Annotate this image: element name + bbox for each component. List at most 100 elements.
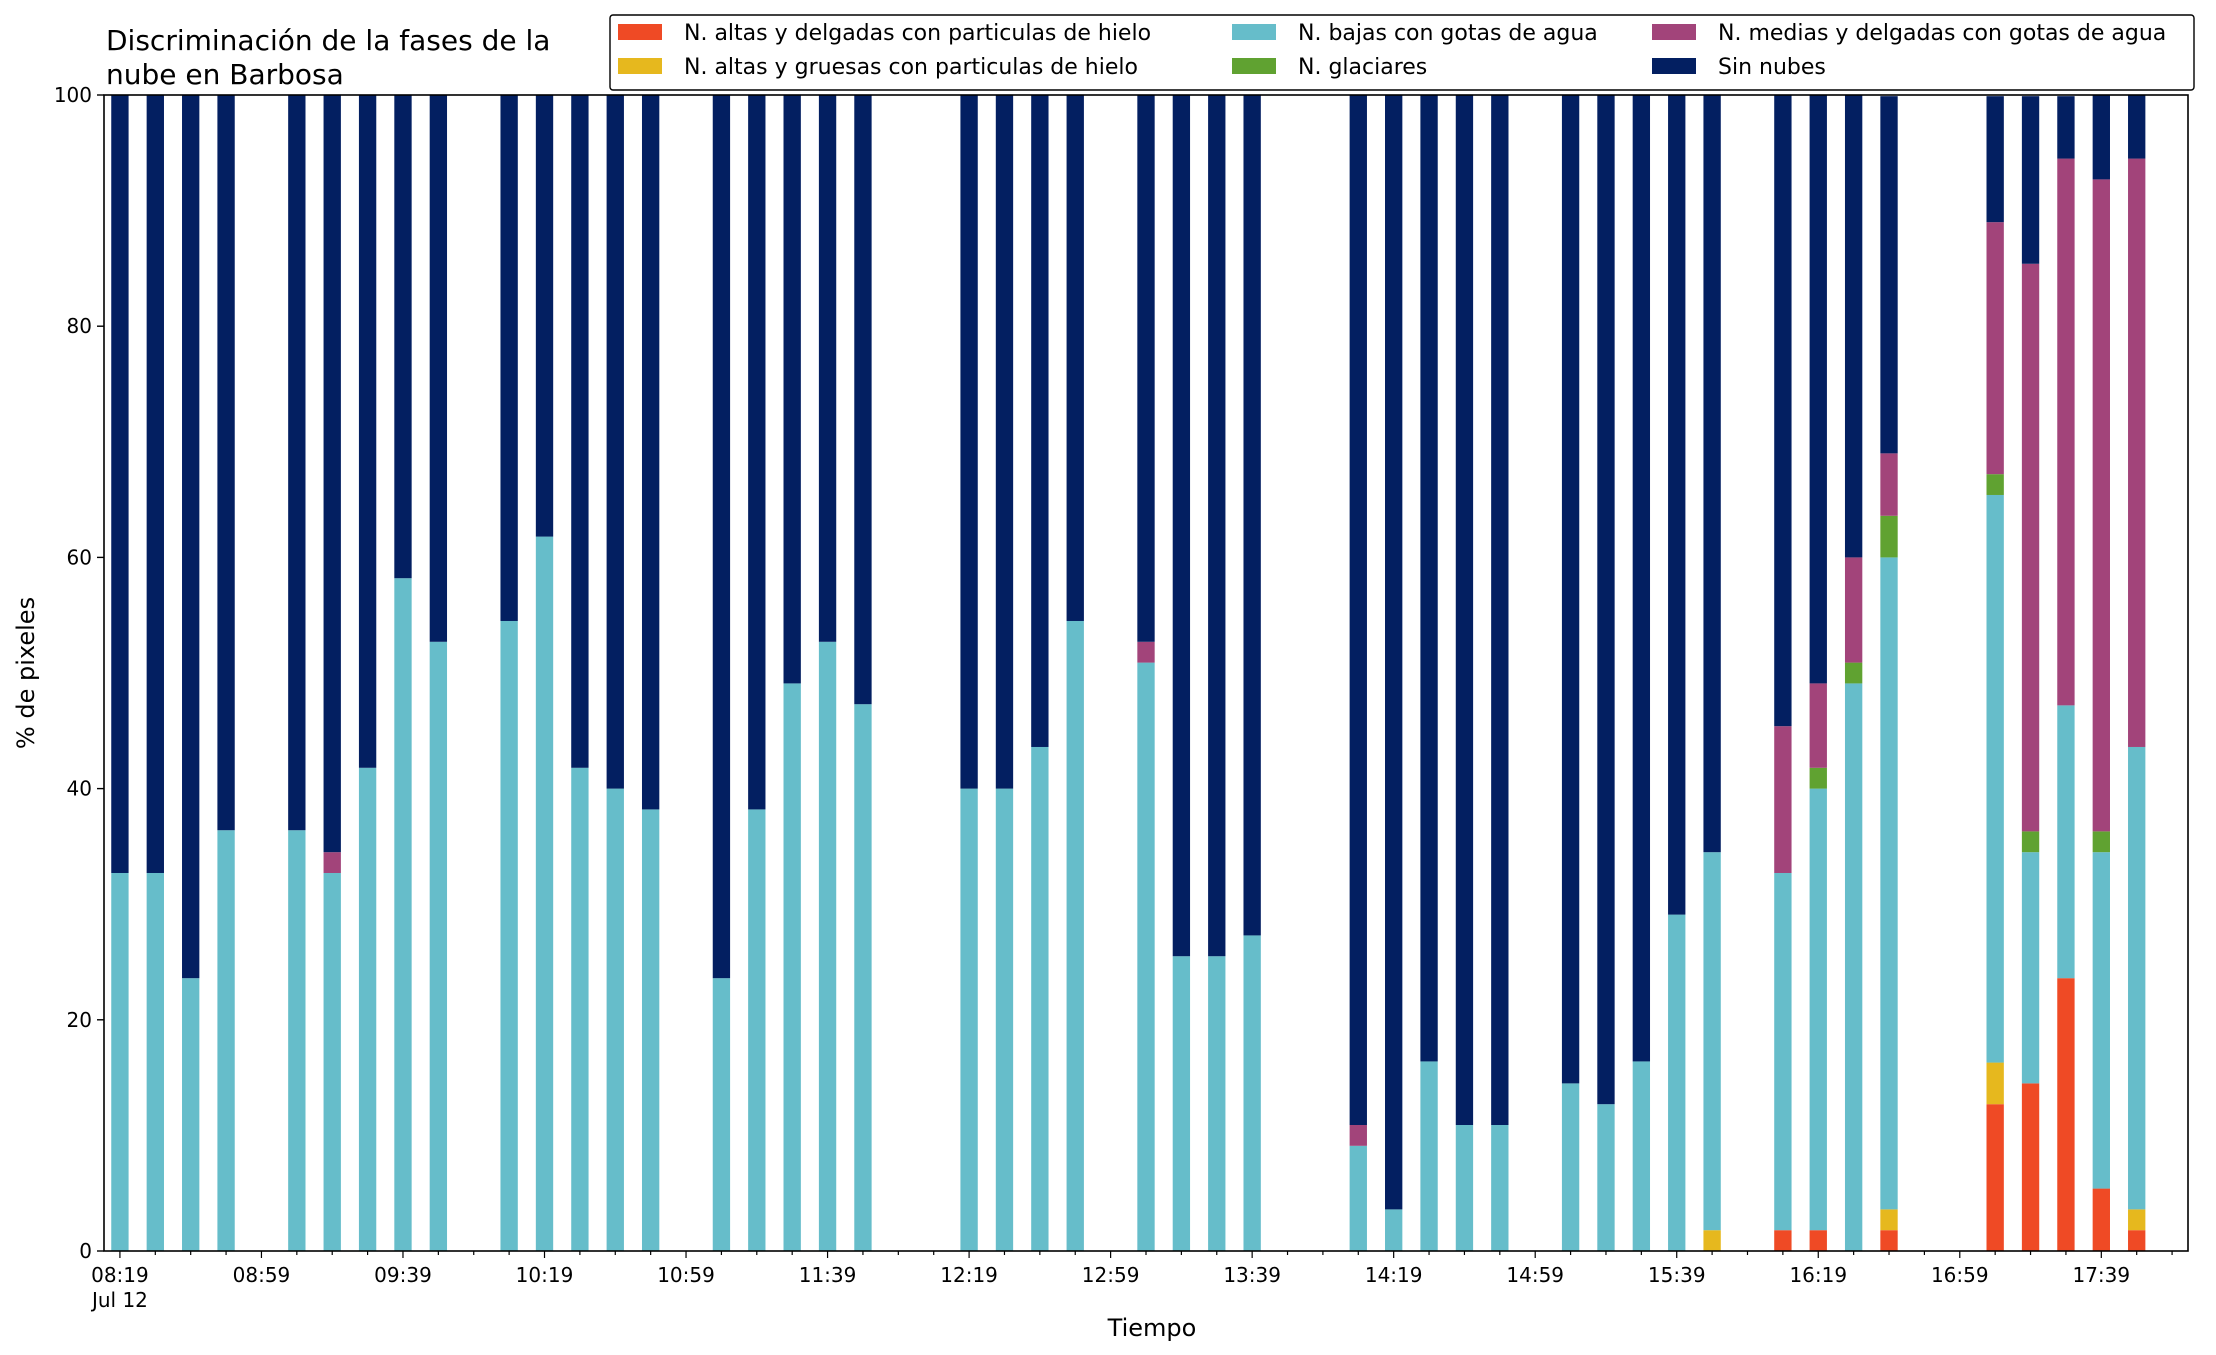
x-tick-label: 14:19 [1365,1263,1423,1287]
bar-segment [2057,96,2075,159]
bar-segment [500,620,518,1251]
bar-segment [358,767,377,1251]
y-tick-label: 80 [67,314,92,338]
bar-segment [1809,95,1827,684]
bar-segment [1597,95,1615,1105]
legend: N. altas y delgadas con particulas de hi… [609,14,2195,91]
bar-segment [1420,95,1438,1062]
bar-segment [783,95,801,684]
bar-segment [1243,935,1261,1251]
x-tick-label: 16:59 [1931,1263,1989,1287]
bar-segment [394,95,412,579]
bar-segment [1809,767,1827,789]
bar-segment [2057,158,2075,706]
bar-segment [2092,852,2110,1189]
bar-segment [1172,956,1191,1251]
x-tick-label: 12:19 [940,1263,998,1287]
x-tick-label: 10:59 [657,1263,715,1287]
bar-segment [1349,95,1367,1125]
bar-segment [111,95,129,873]
bar-segment [323,872,341,1251]
bar-segment [1986,494,2004,1063]
bar-segment [1809,788,1827,1231]
legend-label: N. glaciares [1298,55,1427,80]
x-tick-label: 11:39 [799,1263,857,1287]
bar-segment [1031,746,1049,1251]
y-tick-label: 0 [79,1239,92,1263]
bar-segment [1031,95,1049,747]
bar-segment [606,95,624,789]
bar-segment [1774,95,1792,727]
bar-segment [748,809,766,1251]
bar-segment [1137,95,1155,642]
bar-segment [1880,453,1898,516]
bar-segment [2128,1230,2146,1251]
bar-segment [323,852,341,873]
bar-segment [535,536,554,1251]
bar-segment [1066,95,1084,621]
bar-segment [1349,1145,1367,1251]
bar-segment [2057,978,2075,1251]
bar-segment [288,95,306,831]
bar-segment [818,95,837,642]
x-tick-label: 14:59 [1506,1263,1564,1287]
bar-segment [2128,95,2146,159]
bar-segment [2021,852,2040,1084]
bar-segment [1632,95,1651,1062]
legend-swatch [1232,24,1276,40]
bar-segment [2092,179,2110,832]
y-tick-label: 20 [67,1008,92,1032]
bar-segment [1986,96,2004,223]
y-axis-label: % de pixeles [12,597,40,749]
bar-segment [1986,222,2004,475]
bar-segment [1561,95,1580,1084]
bar-segment [1809,683,1827,768]
bar-segment [1986,474,2004,495]
bar-segment [571,95,589,768]
bar-segment [146,95,164,873]
bar-segment [641,809,660,1251]
bar-segment [1703,1230,1721,1251]
bar-segment [854,704,872,1251]
x-tick-label: 08:59 [233,1263,291,1287]
bar-segment [182,978,200,1251]
bar-segment [1986,1104,2004,1251]
bar-segment [1385,1209,1403,1251]
chart-title-line-1: Discriminación de la fases de la [106,24,550,57]
x-tick-label: 08:19 [91,1263,149,1287]
legend-label: N. altas y delgadas con particulas de hi… [684,21,1151,46]
bar-segment [2092,1188,2110,1251]
bar-segment [1491,1125,1509,1251]
bar-segment [1880,515,1898,558]
chart-title-line-2: nube en Barbosa [106,58,344,91]
bar-segment [1455,1125,1474,1251]
bar-segment [217,830,235,1251]
bar-segment [960,788,978,1251]
bar-segment [1137,662,1155,1251]
bar-segment [429,95,448,642]
bar-segment [1208,95,1226,957]
legend-swatch [618,58,662,74]
bar-segment [146,872,164,1251]
x-tick-label: 10:19 [516,1263,574,1287]
bar-segment [1880,96,1898,454]
bar-segment [2128,1209,2146,1231]
x-tick-label: 09:39 [374,1263,432,1287]
bar-segment [1880,1230,1898,1251]
x-axis-label: Tiempo [1107,1314,1197,1342]
bar-segment [1703,852,1721,1231]
bar-segment [1809,1230,1827,1251]
bar-segment [1880,557,1898,1210]
legend-swatch [618,24,662,40]
bars-layer [111,95,2146,1251]
bar-segment [1774,872,1792,1231]
bar-segment [2021,96,2040,264]
bar-segment [1844,95,1863,558]
bar-segment [2021,263,2040,832]
bar-segment [1561,1083,1580,1251]
x-tick-sublabel: Jul 12 [90,1288,148,1312]
bar-segment [288,830,306,1251]
bar-segment [2021,831,2040,853]
